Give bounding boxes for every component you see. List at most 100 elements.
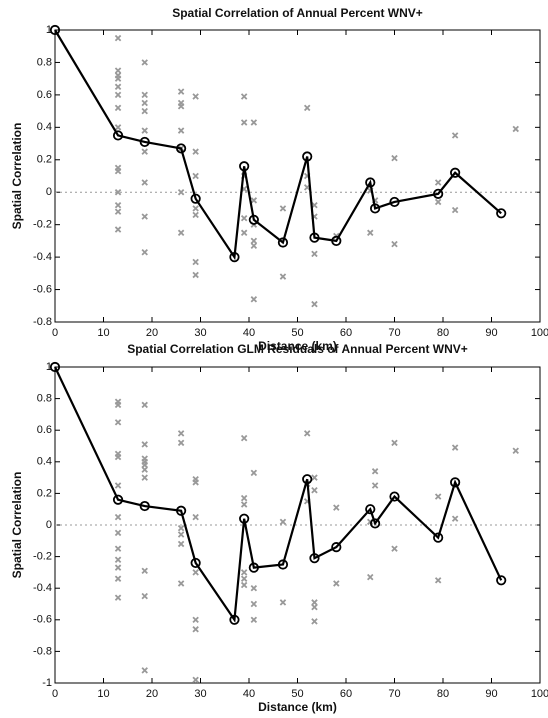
scatter-point [114,226,122,233]
scatter-point [177,103,185,110]
line-marker [369,203,381,214]
scatter-point [192,172,199,180]
line-marker [389,491,400,502]
scatter-point [114,419,122,426]
scatter-point [177,88,185,95]
scatter-point [192,569,199,576]
x-tick-label: 100 [531,688,548,700]
scatter-point [114,529,122,537]
scatter-point [192,626,199,633]
line-marker [433,188,444,199]
scatter-point [141,148,148,155]
scatter-point [240,501,248,508]
x-tick-label: 40 [243,327,255,339]
x-tick-label: 70 [388,327,400,339]
scatter-point [391,154,398,162]
y-tick-label: 1 [46,24,52,36]
x-tick-label: 20 [146,688,158,700]
scatter-point [141,213,148,220]
line-marker [365,177,376,188]
scatter-point [114,482,122,489]
x-tick-label: 80 [437,327,449,339]
line-marker [309,232,320,243]
y-tick-label: -0.2 [33,219,52,231]
line-marker [248,562,259,573]
scatter-point [141,249,148,256]
scatter-point [192,93,199,100]
scatter-point [114,167,122,175]
scatter-point [333,504,340,511]
line-marker [139,136,150,148]
scatter-point [451,515,459,522]
line [54,29,502,261]
line-marker [450,167,461,178]
scatter-point [141,401,148,409]
line-marker [248,214,259,225]
scatter-point [311,603,318,611]
scatter-point [250,197,258,204]
scatter-point [279,273,287,280]
scatter-point [141,461,148,469]
scatter-point [333,580,340,587]
line-marker [365,504,376,515]
scatter-point [192,148,199,155]
scatter-point [451,132,459,139]
scatter-point [192,258,199,266]
scatter-point [114,67,122,74]
scatter-point [240,434,248,442]
x-tick-label: 90 [485,688,497,700]
scatter-point [141,474,148,481]
scatter-point [250,616,258,624]
scatter-point [311,250,318,258]
y-axis-label: Spatial Correlation [10,472,24,579]
scatter-point [303,104,311,112]
line-marker [239,513,250,524]
scatter-point [114,453,122,461]
scatter-point [250,469,258,477]
scatter-point [434,577,442,584]
x-tick-label: 50 [291,688,303,700]
scatter-point [250,119,258,126]
y-tick-label: -0.4 [33,582,52,594]
scatter-point [311,618,318,625]
line-marker [331,542,342,553]
x-tick-label: 80 [437,688,449,700]
scatter-point [240,575,248,582]
scatter-point [192,205,199,212]
scatter-point [177,127,185,134]
y-tick-label: 0.4 [37,456,52,468]
scatter-point [311,599,318,606]
scatter-point [141,99,148,107]
line-marker [496,208,507,219]
scatter-point [250,237,258,245]
scatter-point [192,271,199,279]
scatter-point [177,540,185,548]
x-tick-label: 90 [485,327,497,339]
y-tick-label: -0.6 [33,614,52,626]
scatter-point [141,127,148,134]
line-marker [229,614,240,625]
scatter-point [114,564,122,571]
scatter-point [240,569,248,576]
x-axis-label: Distance (km) [258,339,337,353]
scatter-point [192,211,199,219]
line-marker [450,477,461,488]
scatter-point [391,545,398,552]
scatter-point [434,179,442,186]
scatter-point [192,479,199,486]
scatter-point [434,493,442,500]
y-tick-label: 0 [46,186,52,198]
y-tick-label: -0.2 [33,551,52,563]
scatter-point [141,667,148,674]
line-marker [277,559,289,570]
plot-frame [54,29,541,323]
line-marker [49,24,61,36]
scatter-point [512,125,519,133]
line-marker [369,518,381,529]
x-tick-label: 50 [291,327,303,339]
y-tick-label: -0.6 [33,283,52,295]
line-marker [49,361,61,373]
scatter-point [114,545,122,552]
scatter-point [114,34,122,42]
